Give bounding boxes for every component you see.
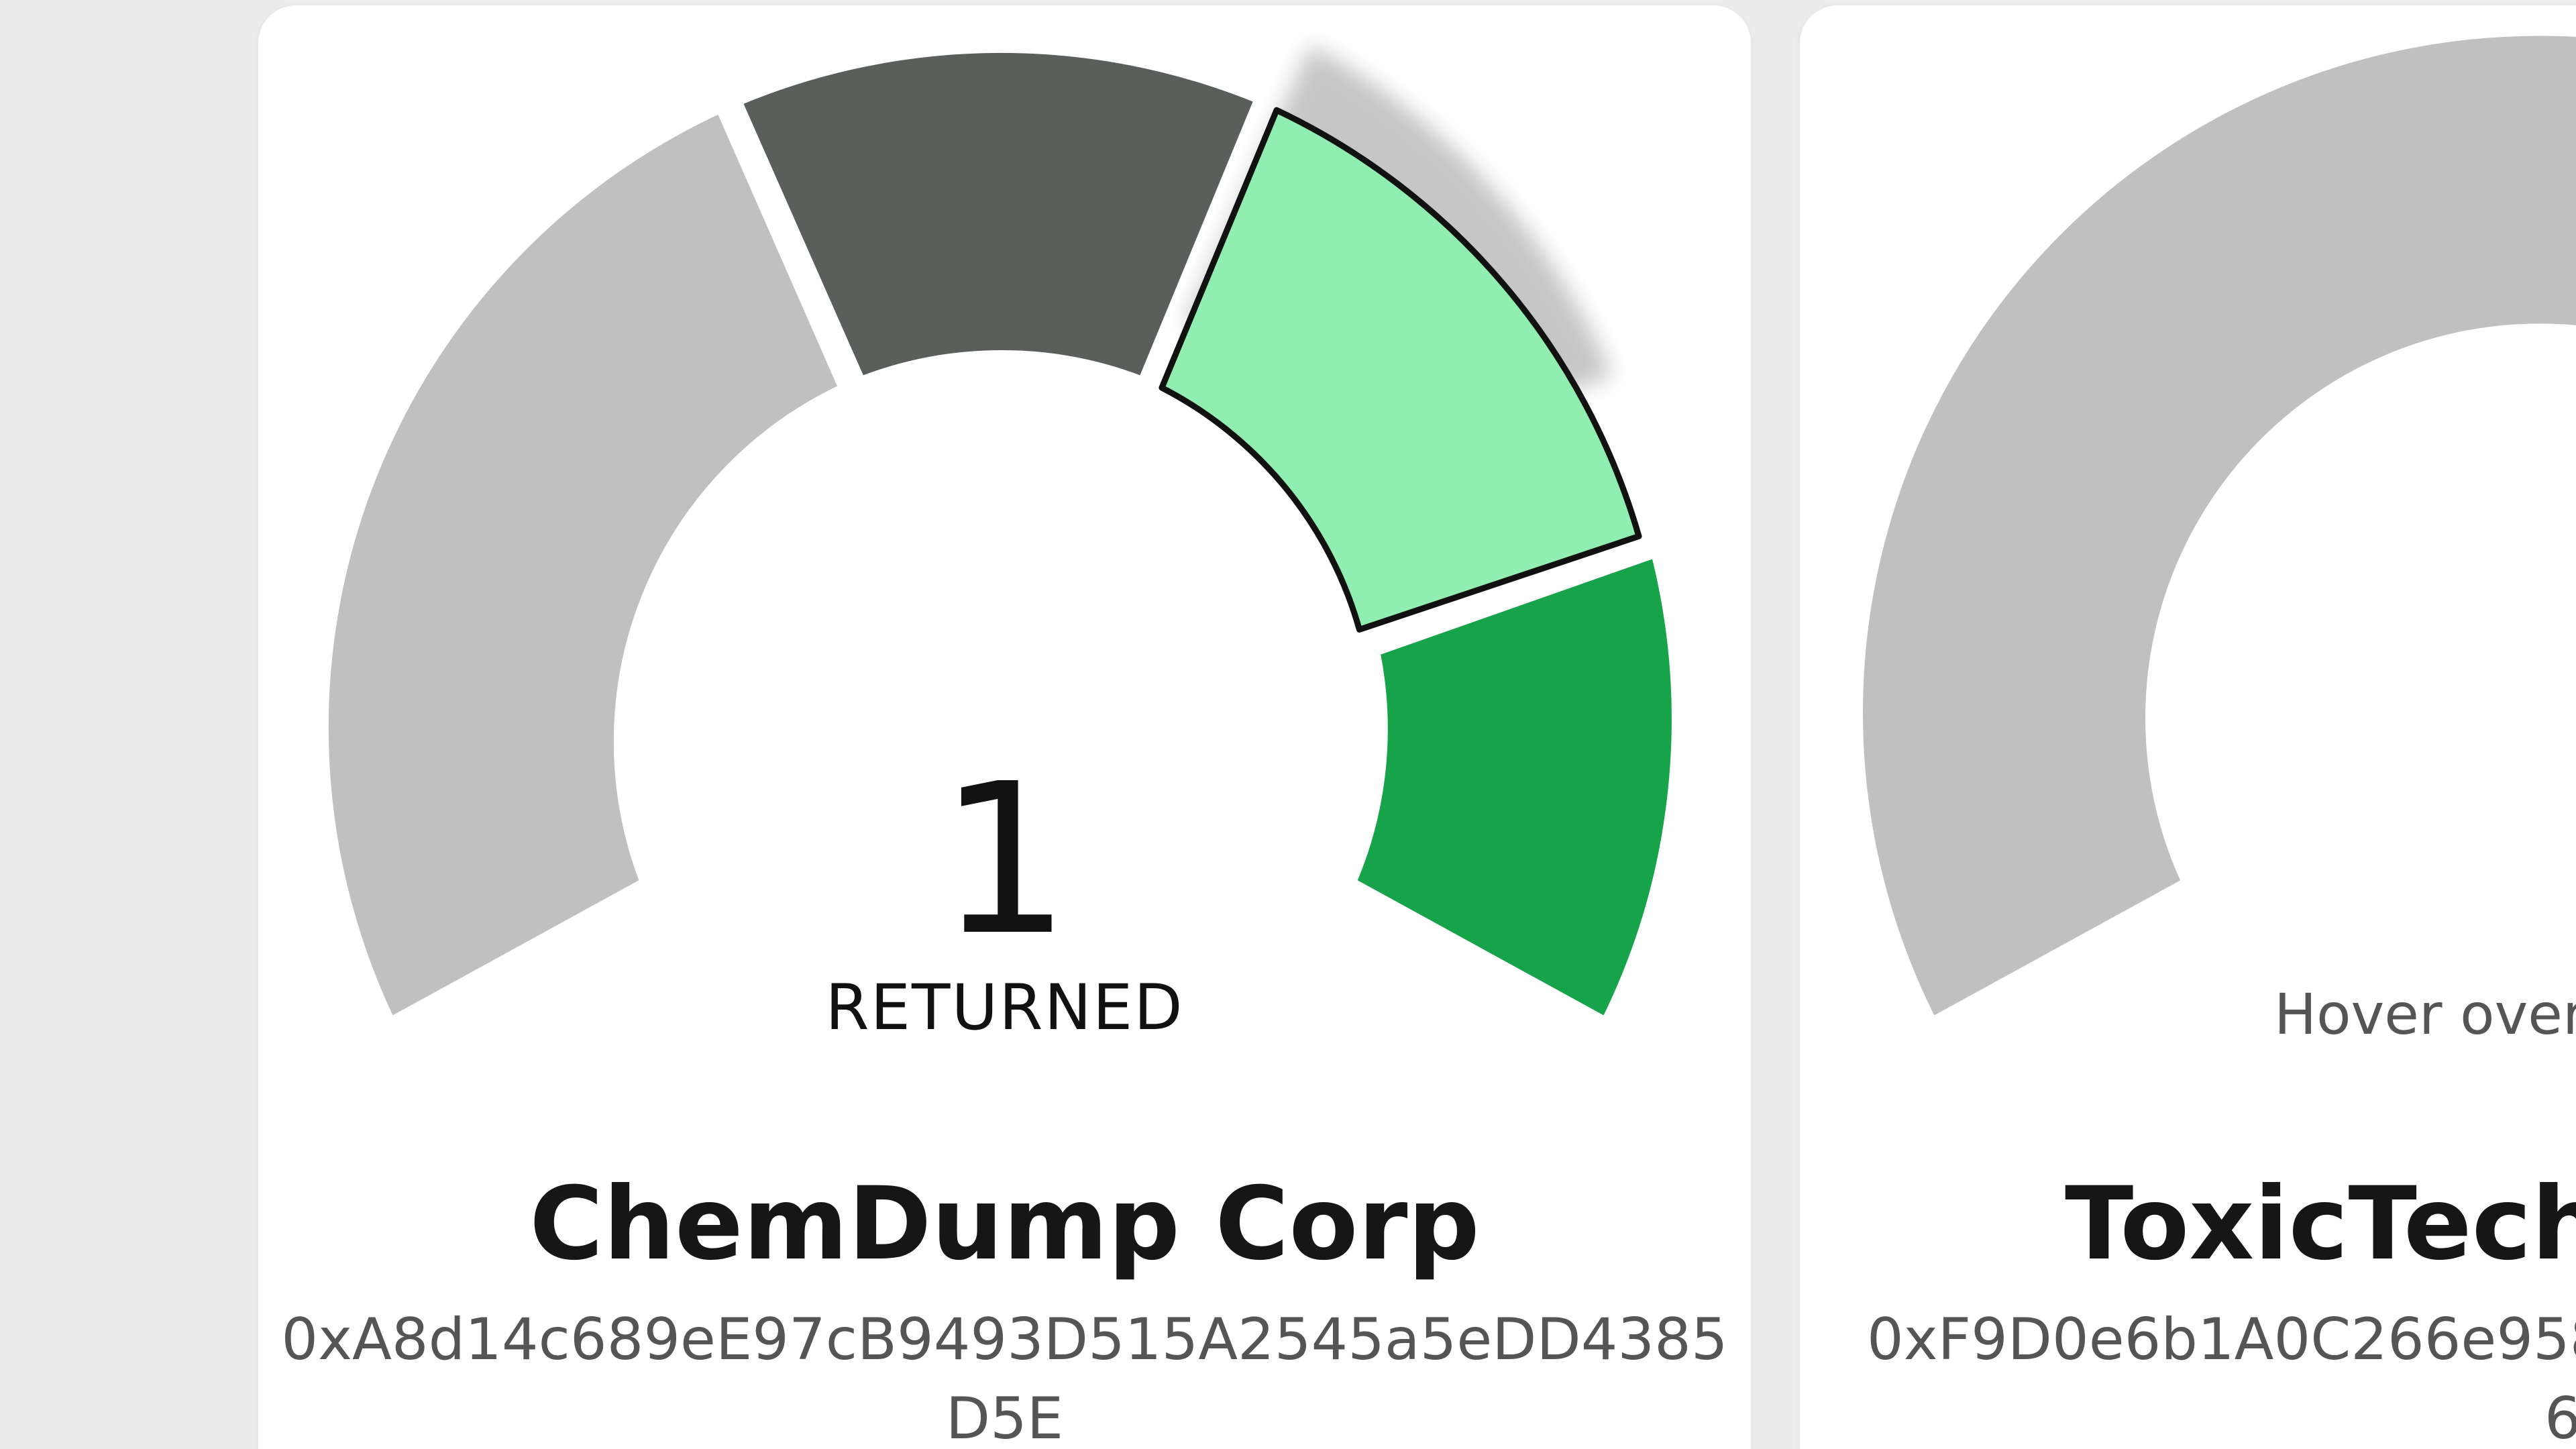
gauge-segment-1[interactable]: [321, 107, 845, 1024]
company-card[interactable]: 1 RETURNED ChemDump Corp 0xA8d14c689eE97…: [258, 5, 1751, 1449]
gauge-segment-3-highlighted[interactable]: [1159, 107, 1642, 633]
wallet-address: 0xF9D0e6b1A0C266e958f 62: [1867, 1300, 2576, 1449]
status-gauge: [1856, 29, 2576, 1024]
gauge-segment-2[interactable]: [735, 46, 1261, 383]
gauge-track[interactable]: [1856, 29, 2576, 1024]
company-card[interactable]: Hover over ToxicTech I 0xF9D0e6b1A0C266e…: [1800, 5, 2576, 1449]
status-gauge: [321, 44, 1678, 1024]
wallet-address-line-2: D5E: [945, 1385, 1064, 1449]
gauge-value: 1: [938, 739, 1071, 981]
company-name: ToxicTech I: [2065, 1166, 2576, 1283]
company-name: ChemDump Corp: [529, 1166, 1480, 1283]
wallet-address: 0xA8d14c689eE97cB9493D515A2545a5eDD4385 …: [258, 1300, 1751, 1449]
wallet-address-line-2: 62: [2544, 1385, 2576, 1449]
wallet-address-line-1: 0xF9D0e6b1A0C266e958f: [1867, 1306, 2576, 1373]
gauge-label: RETURNED: [825, 971, 1184, 1044]
wallet-address-line-1: 0xA8d14c689eE97cB9493D515A2545a5eDD4385: [281, 1306, 1728, 1373]
gauge-segment-4[interactable]: [1350, 551, 1678, 1024]
gauge-hover-hint: Hover over: [2274, 981, 2576, 1047]
